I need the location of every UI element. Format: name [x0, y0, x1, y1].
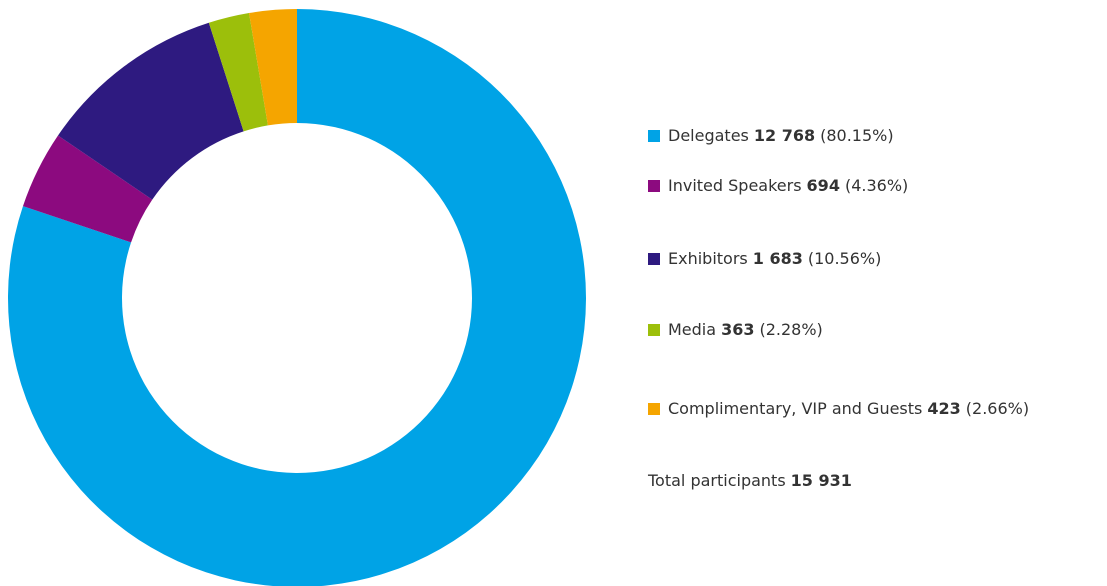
legend-entry: Media 363 (2.28%)	[668, 320, 823, 339]
slice	[8, 9, 586, 586]
legend-label: Media	[668, 320, 716, 339]
legend-value: 423	[927, 399, 960, 418]
legend-percent: (80.15%)	[820, 126, 894, 145]
slice	[208, 13, 268, 132]
legend-entry: Exhibitors 1 683 (10.56%)	[668, 249, 881, 268]
legend-swatch	[648, 253, 660, 265]
legend-swatch	[648, 403, 660, 415]
donut	[8, 9, 586, 586]
slice	[57, 22, 244, 200]
legend-label: Exhibitors	[668, 249, 748, 268]
legend-swatch	[648, 180, 660, 192]
legend: Delegates 12 768 (80.15%) Invited Speakers 6…	[648, 126, 1029, 418]
legend-value: 1 683	[753, 249, 803, 268]
total-text: Total participants	[647, 471, 786, 490]
legend-percent: (2.66%)	[966, 399, 1029, 418]
legend-value: 363	[721, 320, 754, 339]
legend-label: Complimentary, VIP and Guests	[668, 399, 922, 418]
total-value: 15 931	[791, 471, 852, 490]
legend-value: 694	[807, 176, 840, 195]
legend-entry: Delegates 12 768 (80.15%)	[668, 126, 894, 145]
legend-entry: Complimentary, VIP and Guests 423 (2.66%)	[668, 399, 1029, 418]
slice	[22, 135, 153, 243]
legend-value: 12 768	[754, 126, 815, 145]
legend-label: Invited Speakers	[668, 176, 802, 195]
legend-entry: Invited Speakers 694 (4.36%)	[668, 176, 908, 195]
legend-swatch	[648, 130, 660, 142]
total: Total participants 15 931	[647, 471, 852, 490]
legend-label: Delegates	[668, 126, 749, 145]
legend-swatch	[648, 324, 660, 336]
slice	[249, 9, 297, 126]
legend-percent: (4.36%)	[845, 176, 908, 195]
legend-percent: (10.56%)	[808, 249, 882, 268]
legend-percent: (2.28%)	[759, 320, 822, 339]
